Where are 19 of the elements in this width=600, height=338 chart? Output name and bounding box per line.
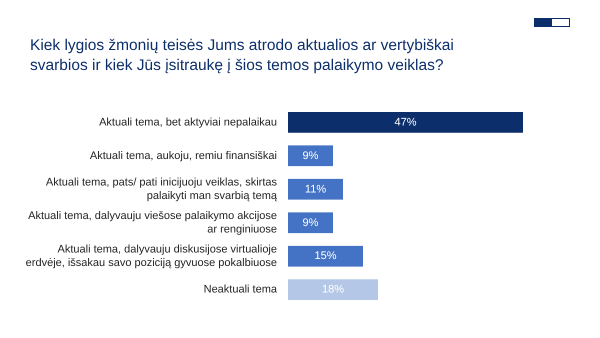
data-label: 18% [322, 284, 344, 296]
data-label: 47% [394, 116, 417, 128]
y-tick-label: Aktuali tema, pats/ pati inicijuoju veiklas, skirtas palaikyti man svarbią temą [46, 176, 278, 202]
y-tick-label: Aktuali tema, aukoju, remiu finansiškai [90, 150, 277, 162]
data-label: 9% [302, 216, 319, 229]
bar [288, 178, 343, 200]
chart-title: Kiek lygios žmonių teisės Jums atrodo aktualios ar vertybiškai svarbios ir kiek Jūs įsitraukę į šios temos palaikymo veiklas? [30, 36, 455, 76]
bar [288, 279, 378, 300]
bar [288, 246, 363, 267]
y-tick-label: Aktuali tema, dalyvauju viešose palaikymo akcijose ar renginiuose [28, 210, 277, 236]
y-tick-label: Aktuali tema, dalyvauju diskusijose virtualioje erdvėje, išsakau savo poziciją gyvuose pokalbiuose [26, 244, 277, 269]
data-label: 9% [302, 150, 319, 162]
y-tick-label: Aktuali tema, bet aktyviai nepalaikau [99, 116, 277, 128]
data-label: 11% [304, 183, 326, 196]
bar [288, 212, 333, 234]
bar [288, 145, 333, 166]
y-tick-label: Neaktuali tema [204, 284, 278, 296]
bar [288, 112, 523, 133]
data-label: 15% [314, 250, 337, 262]
